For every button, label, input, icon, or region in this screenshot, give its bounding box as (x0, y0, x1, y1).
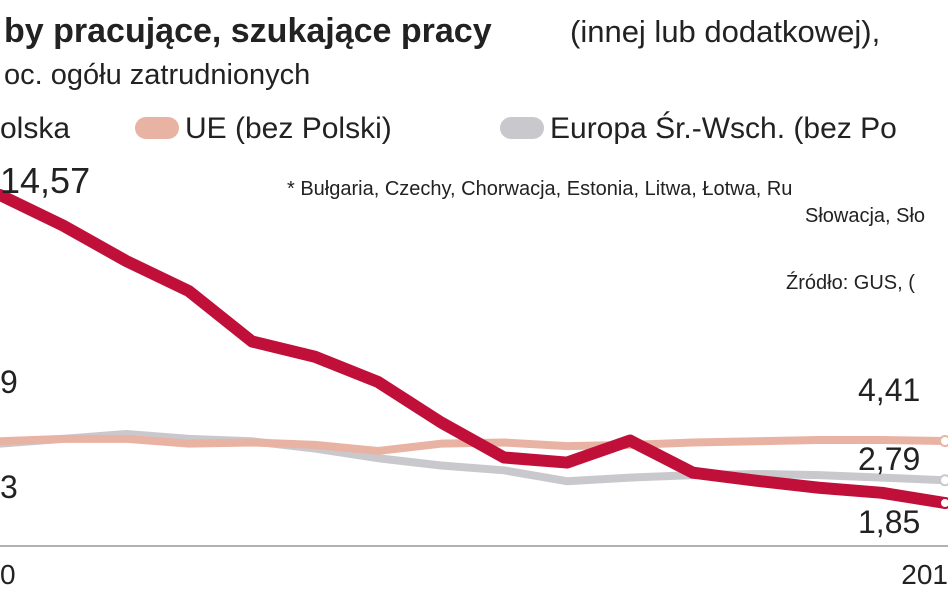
annotation: 3 (0, 469, 18, 505)
line (0, 189, 948, 509)
x-tick-label: 201 (901, 559, 948, 590)
note: Słowacja, Sło (805, 205, 925, 227)
legend-label: UE (bez Polski) (185, 112, 392, 145)
value-label: 4,41 (858, 372, 920, 408)
end-marker (939, 474, 948, 487)
note: * Bułgaria, Czechy, Chorwacja, Estonia, … (287, 178, 792, 200)
source: Źródło: GUS, ( (786, 271, 915, 294)
legend-swatch (135, 117, 179, 139)
chart-subtitle: oc. ogółu zatrudnionych (4, 59, 310, 91)
legend-swatch (500, 117, 544, 139)
line (0, 429, 948, 486)
chart-title-suffix: (innej lub dodatkowej), (570, 14, 880, 49)
value-label: 14,57 (0, 160, 90, 201)
legend-label: Europa Śr.-Wsch. (bez Po (550, 111, 897, 145)
annotation: 9 (0, 364, 18, 400)
x-tick-label: 0 (0, 559, 16, 590)
end-marker (939, 435, 948, 448)
value-label: 1,85 (858, 504, 920, 540)
chart-title: by pracujące, szukające pracy (4, 12, 492, 50)
value-label: 2,79 (858, 441, 920, 477)
end-marker (939, 497, 948, 509)
legend-label: olska (0, 112, 70, 145)
